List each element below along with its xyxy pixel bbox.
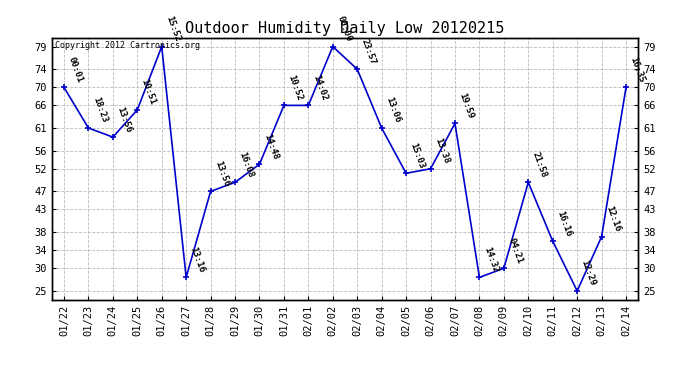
Text: 12:29: 12:29	[580, 259, 598, 287]
Text: 16:08: 16:08	[237, 150, 255, 179]
Text: 00:00: 00:00	[335, 15, 353, 43]
Text: 14:48: 14:48	[262, 132, 279, 160]
Title: Outdoor Humidity Daily Low 20120215: Outdoor Humidity Daily Low 20120215	[186, 21, 504, 36]
Text: 13:38: 13:38	[433, 137, 451, 165]
Text: 00:01: 00:01	[66, 56, 84, 84]
Text: 13:56: 13:56	[213, 159, 230, 188]
Text: 18:23: 18:23	[91, 96, 108, 124]
Text: 19:59: 19:59	[457, 92, 475, 120]
Text: 23:57: 23:57	[359, 37, 377, 66]
Text: 21:58: 21:58	[531, 150, 549, 179]
Text: 13:06: 13:06	[384, 96, 402, 124]
Text: 14:32: 14:32	[482, 245, 500, 274]
Text: Copyright 2012 Cartronics.org: Copyright 2012 Cartronics.org	[55, 42, 199, 51]
Text: 12:16: 12:16	[604, 205, 622, 233]
Text: 13:56: 13:56	[115, 105, 133, 134]
Text: 10:51: 10:51	[140, 78, 157, 106]
Text: 16:35: 16:35	[629, 56, 646, 84]
Text: 14:02: 14:02	[310, 74, 328, 102]
Text: 13:16: 13:16	[188, 245, 206, 274]
Text: 15:03: 15:03	[408, 141, 426, 170]
Text: 15:52: 15:52	[164, 15, 181, 43]
Text: 04:21: 04:21	[506, 236, 524, 265]
Text: 16:16: 16:16	[555, 209, 573, 237]
Text: 10:52: 10:52	[286, 74, 304, 102]
